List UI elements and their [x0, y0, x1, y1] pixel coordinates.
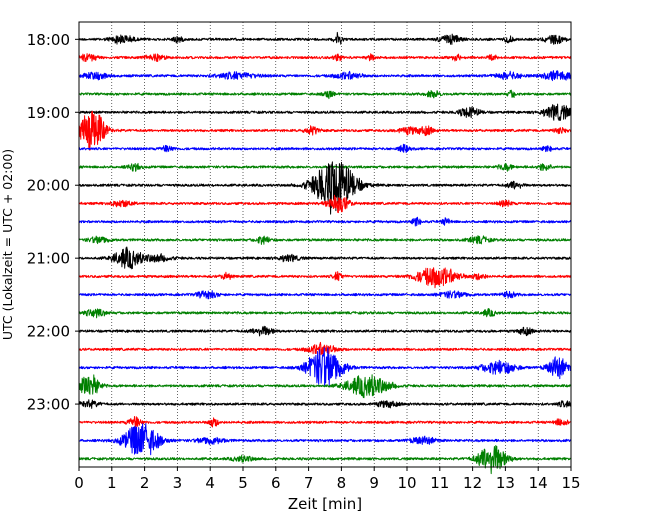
trace-20 — [78, 374, 572, 399]
trace-23 — [78, 423, 572, 456]
y-tick-label: 23:00 — [27, 396, 70, 414]
x-tick-label: 9 — [369, 474, 379, 492]
y-tick-label: 19:00 — [27, 104, 70, 122]
x-tick-label: 4 — [205, 474, 215, 492]
trace-1 — [78, 31, 572, 45]
x-tick-label: 12 — [463, 474, 482, 492]
trace-18 — [78, 341, 572, 356]
trace-5 — [78, 103, 572, 121]
x-axis-label: Zeit [min] — [288, 495, 362, 513]
y-axis: 18:00 19:00 20:00 21:00 22:00 23:00 — [27, 31, 79, 414]
trace-4 — [78, 89, 572, 100]
x-tick-label: 3 — [173, 474, 183, 492]
trace-14 — [78, 267, 572, 289]
y-tick-label: 21:00 — [27, 250, 70, 268]
trace-17 — [78, 325, 572, 337]
trace-19 — [78, 347, 572, 386]
trace-21 — [78, 399, 572, 409]
x-tick-label: 15 — [561, 474, 580, 492]
trace-6 — [78, 110, 572, 151]
trace-8 — [78, 162, 572, 172]
x-tick-label: 0 — [74, 474, 84, 492]
x-tick-label: 1 — [107, 474, 117, 492]
x-tick-label: 13 — [496, 474, 515, 492]
trace-13 — [78, 246, 572, 270]
trace-10 — [78, 194, 572, 214]
y-tick-label: 20:00 — [27, 177, 70, 195]
y-tick-label: 18:00 — [27, 31, 70, 49]
trace-15 — [78, 290, 572, 300]
trace-2 — [78, 53, 572, 62]
trace-22 — [78, 416, 572, 428]
y-axis-label: UTC (Lokalzeit = UTC + 02:00) — [0, 149, 15, 340]
plot-frame — [78, 21, 572, 468]
trace-12 — [78, 235, 572, 245]
x-axis: 0 1 2 3 4 5 6 7 8 9 10 11 12 13 14 15 — [74, 467, 581, 492]
x-tick-label: 7 — [304, 474, 314, 492]
trace-16 — [78, 308, 572, 319]
trace-24 — [78, 445, 572, 475]
x-tick-label: 6 — [271, 474, 281, 492]
x-tick-label: 5 — [238, 474, 248, 492]
trace-7 — [78, 143, 572, 154]
x-tick-label: 11 — [430, 474, 449, 492]
x-tick-label: 10 — [397, 474, 416, 492]
trace-3 — [78, 70, 572, 82]
y-tick-label: 22:00 — [27, 323, 70, 341]
trace-group — [78, 31, 572, 475]
x-tick-label: 2 — [140, 474, 150, 492]
trace-11 — [78, 216, 572, 227]
x-tick-label: 14 — [529, 474, 548, 492]
x-tick-label: 8 — [337, 474, 347, 492]
